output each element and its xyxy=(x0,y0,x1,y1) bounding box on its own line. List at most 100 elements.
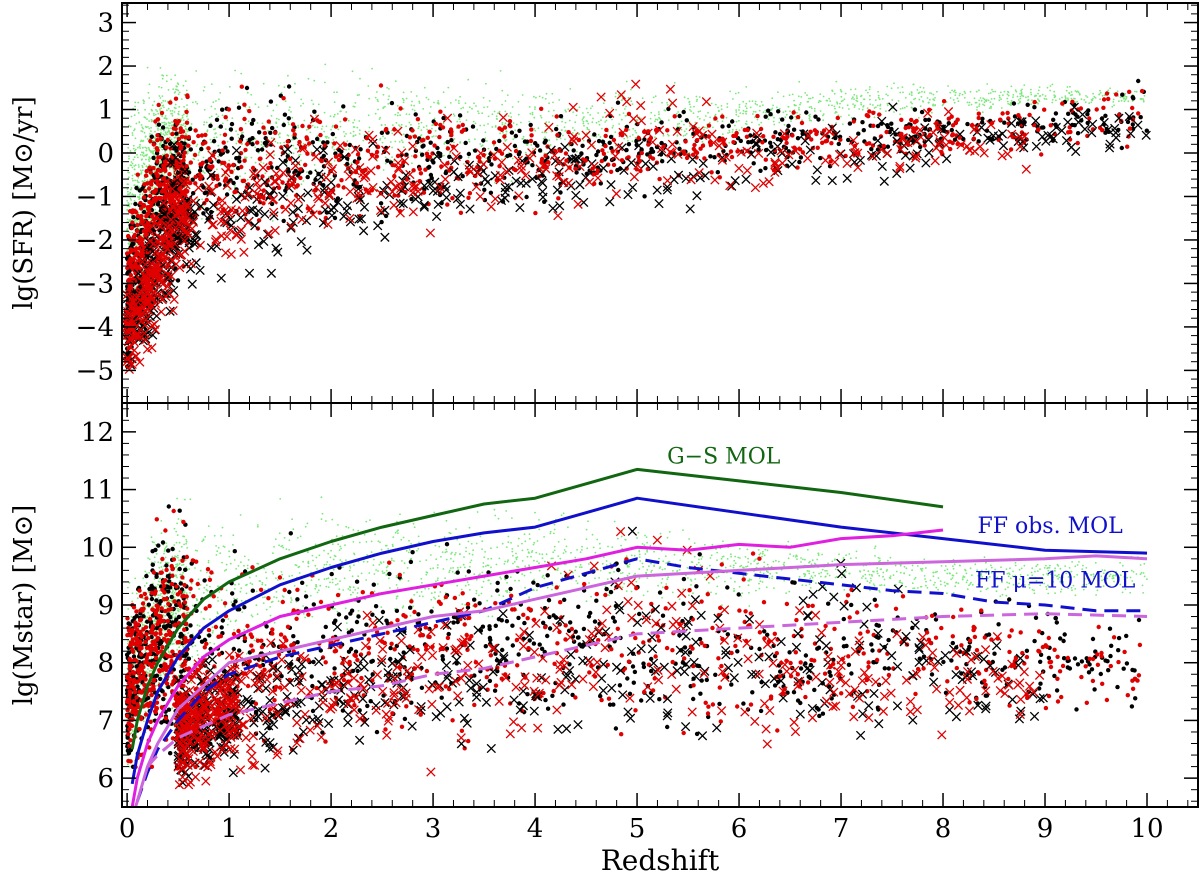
point xyxy=(798,80,801,83)
point xyxy=(721,133,724,136)
point xyxy=(839,102,841,105)
point xyxy=(352,130,355,133)
point xyxy=(172,88,175,90)
point xyxy=(237,155,242,160)
point xyxy=(738,119,740,122)
point xyxy=(488,190,494,195)
point xyxy=(762,104,764,106)
point xyxy=(819,110,822,112)
point xyxy=(829,100,831,102)
point xyxy=(128,205,131,208)
point xyxy=(349,132,352,135)
point xyxy=(173,106,176,109)
point xyxy=(721,120,724,123)
point xyxy=(397,111,399,114)
point xyxy=(286,116,291,121)
point xyxy=(927,101,930,104)
point xyxy=(334,136,337,139)
point xyxy=(562,134,564,137)
point xyxy=(459,129,465,134)
point xyxy=(930,92,933,95)
point xyxy=(147,146,150,149)
point xyxy=(1016,95,1019,98)
point xyxy=(799,103,801,106)
point xyxy=(457,100,460,102)
point xyxy=(203,140,208,145)
point xyxy=(860,94,863,97)
point xyxy=(620,118,623,121)
point xyxy=(992,103,994,106)
point xyxy=(141,154,144,156)
point xyxy=(311,181,316,186)
point xyxy=(1037,89,1040,92)
point xyxy=(1012,96,1014,98)
point xyxy=(682,135,685,137)
point xyxy=(307,124,312,129)
point xyxy=(388,88,390,90)
point xyxy=(858,108,861,110)
point xyxy=(350,162,353,165)
point xyxy=(165,132,167,135)
point xyxy=(1049,85,1052,87)
cross-point xyxy=(500,187,511,197)
point xyxy=(990,98,993,100)
cross-point xyxy=(248,205,258,215)
point xyxy=(521,94,524,96)
point xyxy=(622,112,625,114)
point xyxy=(425,135,430,140)
point xyxy=(211,151,213,154)
point xyxy=(1067,98,1070,101)
point xyxy=(1035,94,1038,97)
point xyxy=(315,114,317,117)
point xyxy=(517,128,522,133)
point xyxy=(491,113,494,116)
point xyxy=(185,89,188,92)
point xyxy=(875,106,877,109)
point xyxy=(155,117,161,122)
point xyxy=(312,109,317,114)
point xyxy=(1017,102,1020,105)
point xyxy=(1074,90,1077,92)
point xyxy=(212,101,215,104)
point xyxy=(494,181,496,184)
point xyxy=(151,120,154,122)
point xyxy=(551,115,554,117)
point xyxy=(135,213,141,219)
point xyxy=(1021,94,1023,97)
point xyxy=(182,84,185,87)
point xyxy=(776,106,778,109)
point xyxy=(828,159,833,164)
point xyxy=(867,91,869,94)
point xyxy=(795,114,801,120)
point xyxy=(302,102,305,105)
point xyxy=(278,93,283,98)
point xyxy=(402,99,405,102)
point xyxy=(170,138,173,141)
point xyxy=(420,129,423,132)
point xyxy=(1010,103,1012,105)
point xyxy=(424,151,430,156)
point xyxy=(147,193,153,199)
point xyxy=(345,148,347,151)
point xyxy=(735,113,738,116)
point xyxy=(290,111,292,113)
point xyxy=(583,158,588,163)
point xyxy=(322,143,328,148)
point xyxy=(554,126,559,132)
point xyxy=(304,136,310,142)
point xyxy=(143,217,145,220)
point xyxy=(427,129,432,134)
point xyxy=(1030,91,1032,94)
point xyxy=(541,131,544,134)
point xyxy=(132,179,134,182)
point xyxy=(313,164,316,166)
point xyxy=(226,107,232,112)
point xyxy=(785,113,788,116)
cross-point xyxy=(805,145,815,155)
cross-point xyxy=(692,191,702,201)
point xyxy=(142,182,147,187)
point xyxy=(132,147,135,150)
point xyxy=(300,105,302,107)
point xyxy=(1075,140,1080,146)
point xyxy=(556,138,558,141)
